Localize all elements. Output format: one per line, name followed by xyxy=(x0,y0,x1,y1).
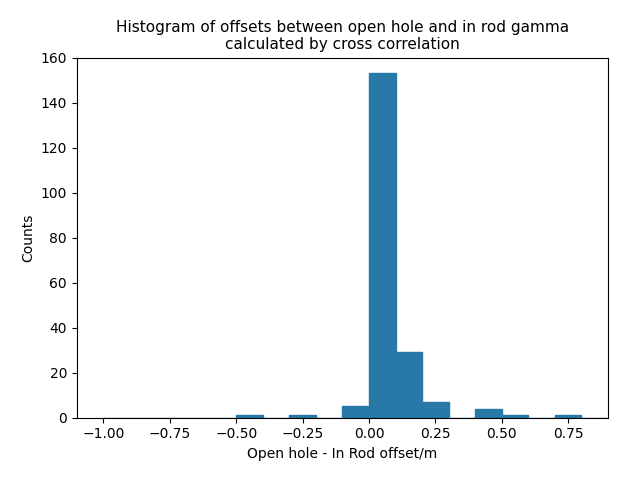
Y-axis label: Counts: Counts xyxy=(21,214,35,262)
Bar xyxy=(342,407,369,418)
Bar xyxy=(289,415,316,418)
Bar xyxy=(555,415,582,418)
Bar xyxy=(236,415,263,418)
Bar xyxy=(422,402,449,418)
Bar xyxy=(369,73,396,418)
Bar xyxy=(502,415,529,418)
X-axis label: Open hole - In Rod offset/m: Open hole - In Rod offset/m xyxy=(247,447,438,461)
Bar xyxy=(396,352,422,418)
Title: Histogram of offsets between open hole and in rod gamma
calculated by cross corr: Histogram of offsets between open hole a… xyxy=(116,20,569,52)
Bar xyxy=(476,408,502,418)
